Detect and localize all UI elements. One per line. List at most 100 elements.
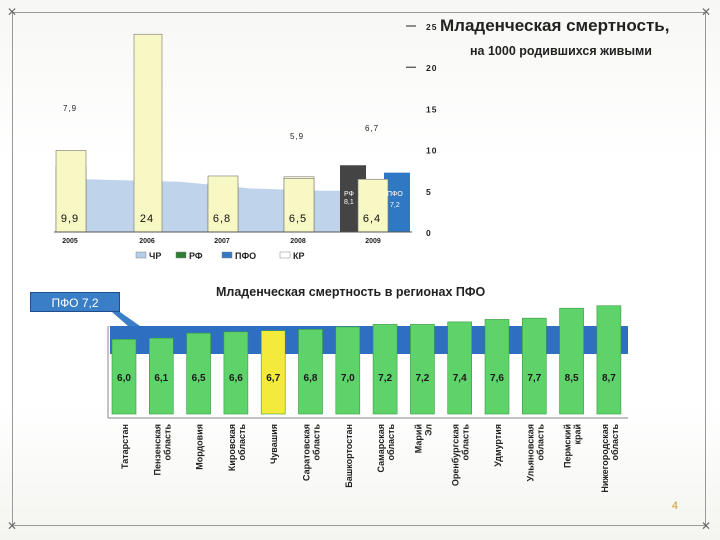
region-label: Чувашия <box>269 424 279 464</box>
region-value-label: 7,7 <box>527 373 541 384</box>
chr-bar <box>357 178 389 233</box>
region-label: Эл <box>423 424 433 436</box>
region-bar <box>223 331 249 415</box>
year-tick-label: 2009 <box>365 238 381 245</box>
region-label: область <box>312 424 322 461</box>
region-value-label: 7,2 <box>415 373 429 384</box>
year-tick-label: 2007 <box>214 238 230 245</box>
rf-label-name: РФ <box>344 191 354 198</box>
region-bar <box>372 324 398 415</box>
corner-mark-icon: ✕ <box>7 5 18 19</box>
corner-mark-icon: ✕ <box>701 519 712 533</box>
upper-label: 7,9 <box>63 104 77 113</box>
legend-label: ЧР <box>149 251 161 261</box>
region-label: Ульяновская <box>525 424 535 482</box>
region-value-label: 6,5 <box>192 373 206 384</box>
slide-subtitle: на 1000 родившихся живыми <box>470 44 652 58</box>
region-label: область <box>162 424 172 461</box>
callout-pointer <box>112 312 140 326</box>
region-label: Пермский <box>563 424 573 468</box>
year-tick-label: 2006 <box>139 238 155 245</box>
pfo-bar <box>384 172 410 232</box>
legend-swatch <box>279 251 291 259</box>
pfo-label-name: ПФО <box>387 191 403 198</box>
year-tick-label: 2008 <box>290 238 306 245</box>
region-label: край <box>573 424 583 445</box>
region-label: область <box>237 424 247 461</box>
rf-label-value: 8,1 <box>344 199 354 206</box>
legend-swatch <box>221 251 233 259</box>
legend-label: ПФО <box>235 251 256 261</box>
corner-mark-icon: ✕ <box>7 519 18 533</box>
region-value-label: 7,4 <box>453 373 467 384</box>
region-bar <box>149 337 174 415</box>
value-label: 6,4 <box>363 213 381 225</box>
region-label: область <box>535 424 545 461</box>
legend-label: РФ <box>189 251 203 261</box>
pfo-callout: ПФО 7,2 <box>30 292 120 312</box>
region-label: Удмуртия <box>493 424 503 467</box>
region-value-label: 7,2 <box>378 373 392 384</box>
region-label-group: Мордовия <box>195 424 205 470</box>
region-bar <box>521 317 547 415</box>
region-label: Саратовская <box>302 424 312 481</box>
y-tick-label: 25 <box>426 22 437 32</box>
y-tick-label: 0 <box>426 228 432 238</box>
region-label-group: Марий Эл <box>413 424 433 453</box>
region-value-label: 7,0 <box>341 373 355 384</box>
region-value-label: 6,6 <box>229 373 243 384</box>
value-label: 6,8 <box>213 213 231 225</box>
region-label-group: Нижегородская область <box>600 424 620 493</box>
region-value-label: 6,1 <box>154 373 168 384</box>
region-value-label: 8,7 <box>602 373 616 384</box>
value-label: 24 <box>140 213 154 225</box>
upper-label: 5,9 <box>290 132 304 141</box>
upper-label: 6,7 <box>365 124 379 133</box>
y-tick-label: 10 <box>426 146 437 156</box>
region-label: Нижегородская <box>600 424 610 493</box>
region-value-label: 6,8 <box>304 373 318 384</box>
region-bar <box>484 319 510 415</box>
legend-label: КР <box>293 251 305 261</box>
region-label-group: Удмуртия <box>493 424 503 467</box>
region-label: область <box>461 424 471 461</box>
region-label-group: Саратовская область <box>302 424 322 481</box>
region-bar <box>186 332 211 415</box>
region-value-label: 6,0 <box>117 373 131 384</box>
value-label: 6,5 <box>289 213 307 225</box>
region-label-group: Татарстан <box>120 424 130 469</box>
region-label: область <box>386 424 396 461</box>
region-value-label: 8,5 <box>565 373 579 384</box>
region-label-group: Пермский край <box>563 424 583 468</box>
pfo-label-value: 7,2 <box>390 202 400 209</box>
slide-frame <box>12 12 706 526</box>
region-label: Оренбургская <box>451 424 461 486</box>
region-label: Кировская <box>227 424 237 471</box>
region-label: Самарская <box>376 424 386 472</box>
chr-bar <box>207 175 239 233</box>
page-number: 4 <box>671 500 678 512</box>
region-label-group: Оренбургская область <box>451 424 471 487</box>
region-bar <box>596 305 622 415</box>
region-label: область <box>610 424 620 461</box>
region-label-group: Чувашия <box>269 424 279 464</box>
region-label: Татарстан <box>120 424 130 469</box>
y-tick-label: 20 <box>426 63 437 73</box>
region-bar <box>410 324 435 415</box>
corner-mark-icon: ✕ <box>701 5 712 19</box>
region-bar <box>447 321 473 415</box>
legend-swatch <box>135 251 147 259</box>
region-label-group: Кировская область <box>227 424 247 472</box>
region-bar <box>559 307 584 415</box>
region-label-group: Пензенская область <box>152 424 172 476</box>
slide-title: Младенческая смертность, <box>440 16 670 35</box>
region-label: Мордовия <box>195 424 205 470</box>
chr-bar <box>283 178 315 233</box>
region-label: Башкортостан <box>344 424 354 488</box>
region-bar <box>260 330 286 415</box>
region-chart-title: Младенческая смертность в регионах ПФО <box>216 285 486 299</box>
region-bar <box>335 326 361 415</box>
region-value-label: 7,6 <box>490 373 504 384</box>
